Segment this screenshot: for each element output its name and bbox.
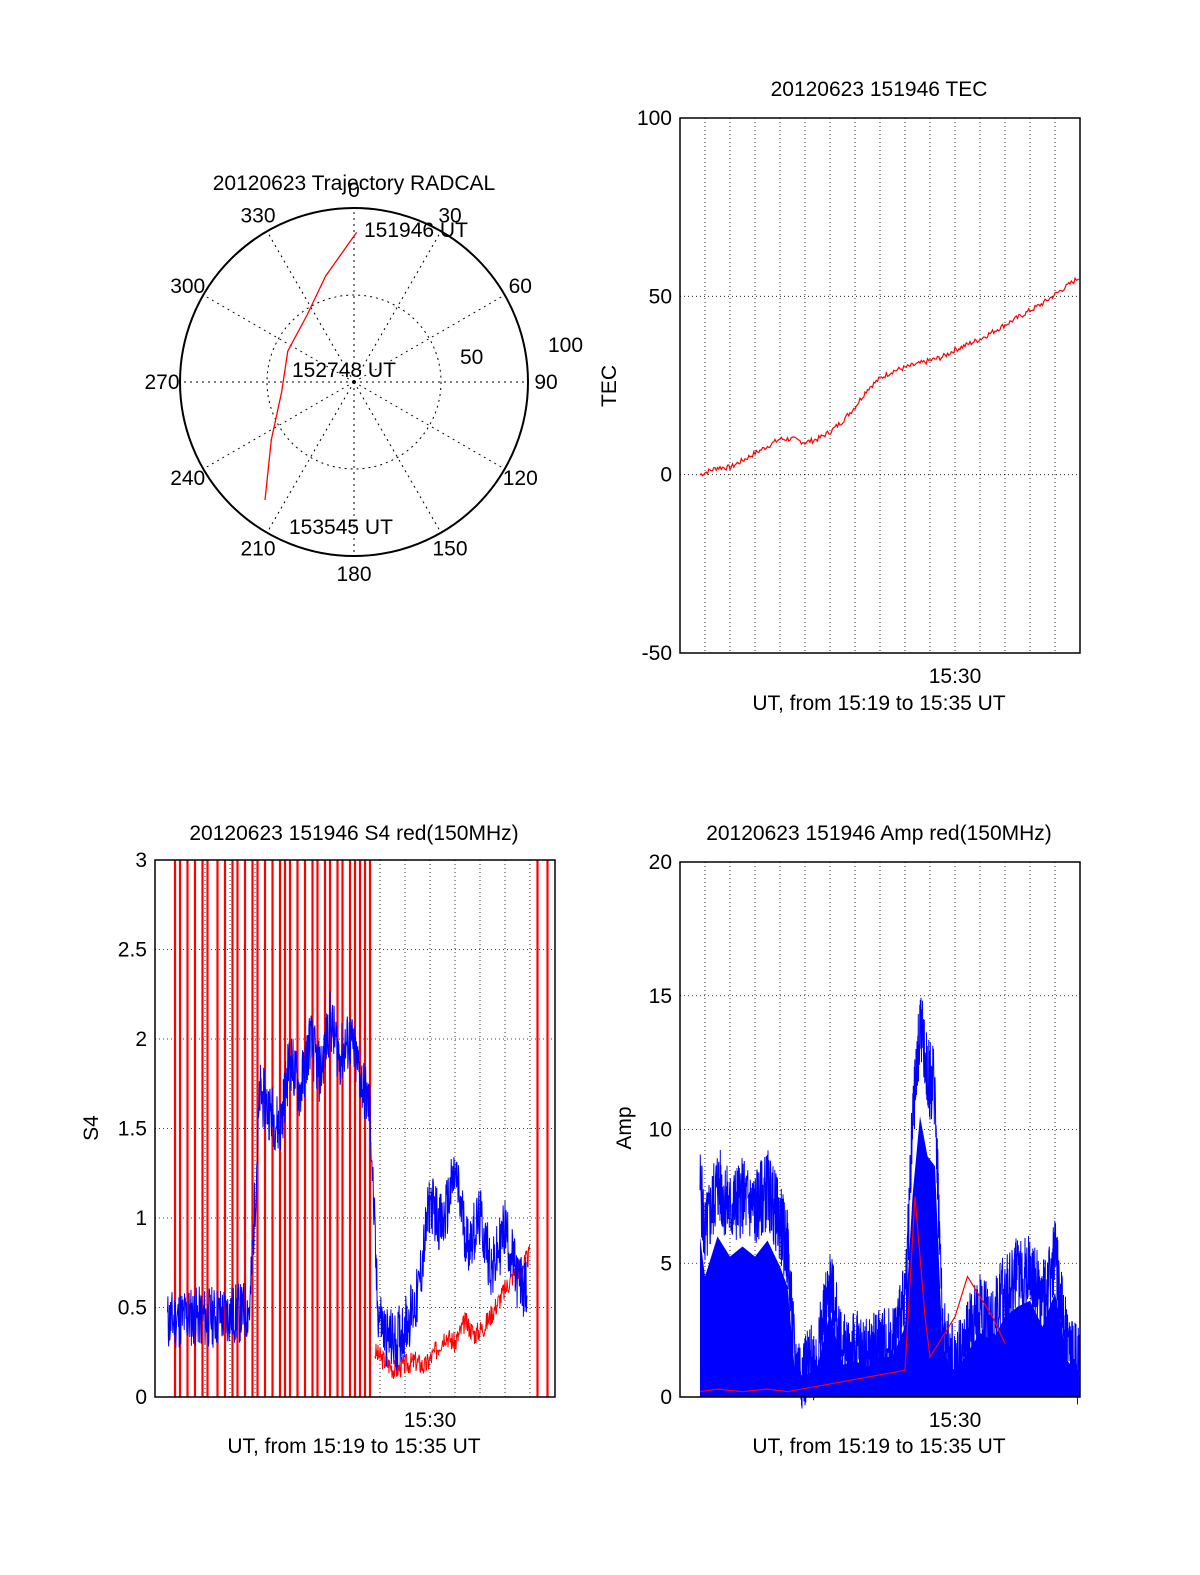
amp-y-tick-label: 15 (649, 985, 672, 1008)
trajectory-title: 20120623 Trajectory RADCAL (213, 172, 496, 195)
s4-y-tick-label: 1.5 (118, 1118, 147, 1141)
radial-label-50: 50 (460, 346, 483, 369)
s4-series (167, 991, 530, 1380)
amp-x-ticks: 15:30 (929, 1409, 982, 1432)
trajectory-spoke (353, 381, 442, 533)
trajectory-spoke (353, 231, 442, 383)
tec-frame (679, 117, 1081, 654)
amp-y-label: Amp (613, 1106, 636, 1149)
amp-series (699, 997, 1081, 1409)
trajectory-angle-label: 60 (509, 275, 532, 298)
tec-y-tick-label: -50 (642, 642, 672, 665)
radial-label-100: 100 (548, 334, 583, 357)
trajectory-start-label: 151946 UT (364, 219, 468, 242)
tec-x-tick-label: 15:30 (929, 665, 982, 688)
s4-y-tick-label: 0 (135, 1386, 147, 1409)
s4-y-tick-label: 0.5 (118, 1297, 147, 1320)
s4-y-label: S4 (80, 1115, 103, 1141)
trajectory-angle-label: 120 (503, 467, 538, 490)
amp-frame (679, 861, 1081, 1398)
amp-panel: 20120623 151946 Amp red(150MHz) 0 5 10 15 20… (613, 822, 1081, 1458)
s4-frame (154, 859, 556, 1398)
trajectory-panel: 20120623 Trajectory RADCAL 0 30 60 90 120 150… (144, 172, 583, 586)
amp-y-tick-label: 0 (660, 1386, 672, 1409)
trajectory-angle-label: 180 (336, 563, 371, 586)
trajectory-end-label: 153545 UT (289, 516, 393, 539)
s4-y-ticks: 0 0.5 1 1.5 2 2.5 3 (118, 849, 147, 1409)
trajectory-angle-label: 270 (144, 371, 179, 394)
amp-red-line (699, 1196, 1006, 1393)
s4-y-tick-label: 2 (135, 1028, 147, 1051)
trajectory-angle-label: 240 (170, 467, 205, 490)
amp-y-ticks: 0 5 10 15 20 (649, 851, 672, 1409)
trajectory-angle-label: 300 (170, 275, 205, 298)
trajectory-angle-label: 150 (432, 537, 467, 560)
amp-blue-area (700, 1116, 1080, 1397)
amp-blue-envelope (700, 1116, 1080, 1397)
trajectory-outer-circle (179, 207, 529, 557)
amp-y-tick-label: 20 (649, 851, 672, 874)
trajectory-spoke (353, 294, 505, 383)
tec-x-label: UT, from 15:19 to 15:35 UT (752, 692, 1005, 715)
amp-title: 20120623 151946 Amp red(150MHz) (706, 822, 1052, 845)
s4-x-label: UT, from 15:19 to 15:35 UT (227, 1435, 480, 1458)
trajectory-spoke (266, 231, 355, 383)
s4-x-ticks: 15:30 (404, 1409, 457, 1432)
amp-x-tick-label: 15:30 (929, 1409, 982, 1432)
tec-line (699, 276, 1080, 477)
s4-panel: 20120623 151946 S4 red(150MHz) 0 0.5 1 1.5 2… (80, 822, 556, 1458)
trajectory-mid-label: 152748 UT (292, 359, 396, 382)
tec-y-tick-label: 50 (649, 285, 672, 308)
tec-title: 20120623 151946 TEC (771, 78, 988, 101)
s4-red-spikes (173, 860, 549, 1397)
trajectory-series (264, 232, 358, 501)
s4-blue-line (167, 991, 528, 1371)
amp-y-tick-label: 5 (660, 1252, 672, 1275)
tec-y-label: TEC (598, 365, 621, 407)
trajectory-angle-label: 30 (438, 205, 461, 228)
tec-y-tick-label: 100 (637, 107, 672, 130)
s4-x-tick-label: 15:30 (404, 1409, 457, 1432)
trajectory-ring-50 (266, 294, 442, 470)
amp-y-tick-label: 10 (649, 1119, 672, 1142)
trajectory-spoke (266, 381, 355, 533)
tec-series (699, 276, 1080, 477)
tec-y-tick-label: 0 (660, 464, 672, 487)
trajectory-angle-label: 0 (348, 179, 360, 202)
amp-blue-line (699, 997, 1081, 1409)
s4-title: 20120623 151946 S4 red(150MHz) (189, 822, 518, 845)
tec-y-ticks: -50 0 50 100 (637, 107, 672, 665)
s4-red-line (374, 1244, 530, 1380)
s4-y-tick-label: 2.5 (118, 939, 147, 962)
amp-x-label: UT, from 15:19 to 15:35 UT (752, 1435, 1005, 1458)
trajectory-angle-label: 330 (240, 205, 275, 228)
tec-x-ticks: 15:30 (929, 665, 982, 688)
trajectory-spoke (203, 381, 355, 470)
s4-y-tick-label: 1 (135, 1207, 147, 1230)
trajectory-line (264, 232, 358, 501)
trajectory-angle-labels: 0 30 60 90 120 150 180 210 240 270 300 330 (144, 179, 557, 586)
trajectory-angle-label: 90 (534, 371, 557, 394)
trajectory-angle-label: 210 (240, 537, 275, 560)
trajectory-spoke (353, 381, 505, 470)
tec-panel: 20120623 151946 TEC -50 0 50 100 15:30 UT, … (598, 78, 1081, 715)
s4-y-tick-label: 3 (135, 849, 147, 872)
trajectory-spoke (203, 294, 355, 383)
